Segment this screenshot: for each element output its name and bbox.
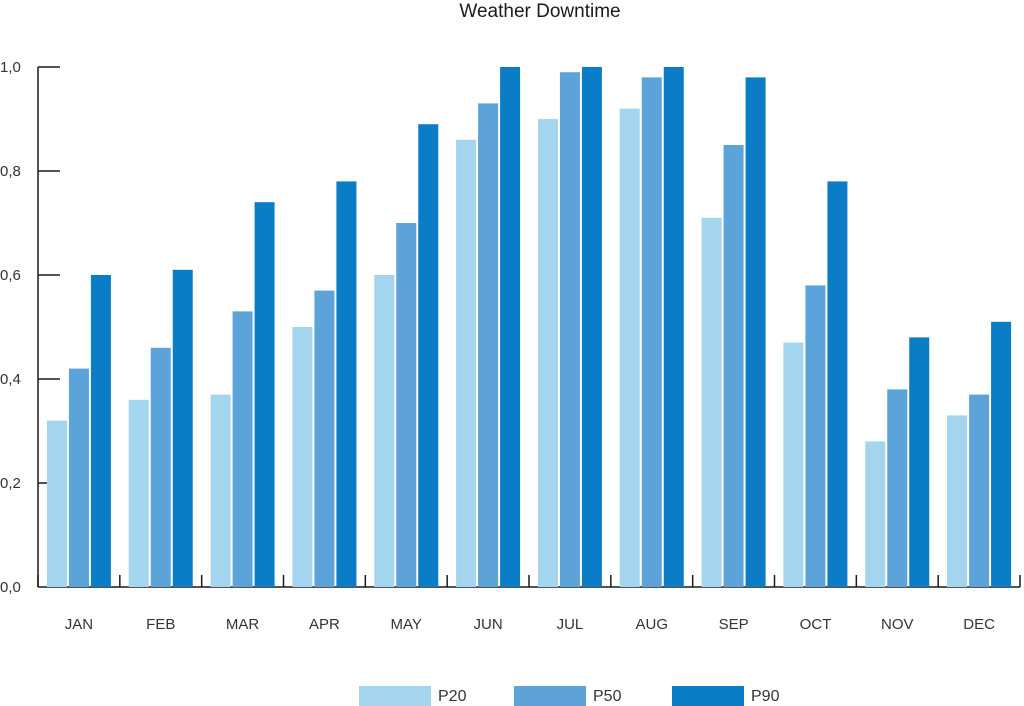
bar-p20-feb	[128, 399, 149, 587]
bar-p20-jul	[537, 119, 558, 587]
x-tick-label: JAN	[65, 616, 93, 633]
legend-swatch-p20	[359, 686, 431, 706]
y-tick-label: 0,2	[0, 475, 21, 492]
x-axis: JAN FEB MAR APR MAY JUN JUL AUG SEP OCT NOV DEC	[37, 575, 1021, 633]
bar-p90-mar	[254, 202, 275, 587]
legend: P20 P50 P90	[359, 686, 780, 706]
legend-swatch-p50	[514, 686, 586, 706]
bar-p50-jan	[68, 368, 89, 587]
bar-p50-sep	[723, 145, 744, 587]
bar-p90-jan	[90, 275, 111, 587]
legend-label-p90: P90	[751, 688, 780, 705]
bar-p50-jul	[559, 72, 580, 587]
bar-p20-may	[374, 275, 395, 587]
bar-p90-apr	[336, 181, 357, 587]
x-tick-label: NOV	[881, 616, 914, 633]
bar-p20-dec	[947, 415, 968, 587]
bar-p20-apr	[292, 327, 313, 587]
bar-p90-may	[418, 124, 439, 587]
bar-p20-jan	[46, 420, 67, 587]
x-tick-label: AUG	[635, 616, 668, 633]
bar-p90-oct	[827, 181, 848, 587]
bar-p20-oct	[783, 342, 804, 587]
bar-p50-feb	[150, 347, 171, 587]
bar-p50-jun	[478, 103, 499, 588]
x-tick-label: FEB	[146, 616, 175, 633]
bar-p20-mar	[210, 394, 231, 587]
bar-p50-aug	[641, 77, 662, 588]
bars	[46, 67, 1012, 588]
y-tick-label: 1,0	[0, 59, 21, 76]
bar-p20-jun	[456, 139, 477, 588]
bar-p50-nov	[887, 389, 908, 587]
bar-p50-oct	[805, 285, 826, 587]
legend-label-p50: P50	[593, 688, 622, 705]
bar-p90-jul	[581, 67, 602, 587]
bar-p90-nov	[909, 337, 930, 587]
bar-p50-mar	[232, 311, 253, 587]
bar-p20-nov	[865, 441, 886, 587]
x-tick-label: MAR	[226, 616, 260, 633]
x-tick-label: JUN	[473, 616, 502, 633]
x-tick-label: SEP	[719, 616, 749, 633]
y-tick-label: 0,8	[0, 163, 21, 180]
bar-p50-dec	[969, 394, 990, 587]
chart-title: Weather Downtime	[459, 1, 620, 22]
y-tick-label: 0,6	[0, 267, 21, 284]
bar-p20-sep	[701, 217, 722, 588]
bar-p90-jun	[500, 67, 521, 587]
x-tick-label: OCT	[800, 616, 832, 633]
x-tick-label: JUL	[557, 616, 584, 633]
y-tick-label: 0,4	[0, 371, 21, 388]
bar-p90-dec	[991, 321, 1012, 587]
bar-p20-aug	[619, 108, 640, 587]
y-tick-label: 0,0	[0, 579, 21, 596]
legend-label-p20: P20	[438, 688, 467, 705]
x-tick-label: DEC	[963, 616, 995, 633]
bar-p90-sep	[745, 77, 766, 588]
bar-p90-feb	[172, 269, 193, 587]
y-axis: 0,0 0,2 0,4 0,6 0,8 1,0	[0, 59, 60, 596]
x-tick-label: MAY	[391, 616, 422, 633]
legend-swatch-p90	[672, 686, 744, 706]
x-tick-label: APR	[309, 616, 340, 633]
bar-p50-apr	[314, 290, 335, 587]
bar-p50-may	[396, 223, 417, 587]
bar-p90-aug	[663, 67, 684, 587]
